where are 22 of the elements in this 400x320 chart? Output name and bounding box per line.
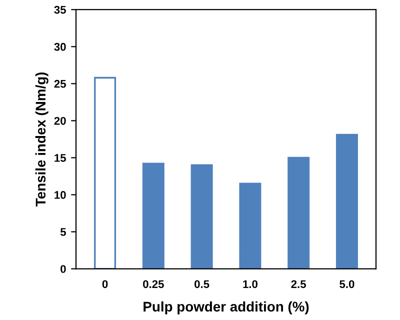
- y-tick-label: 0: [60, 265, 66, 273]
- y-tick-label: 5: [60, 228, 66, 236]
- bar: [94, 76, 116, 269]
- y-axis-title: Tensile index (Nm/g): [35, 72, 48, 206]
- x-tick-label: 0: [102, 280, 108, 288]
- x-tick-label: 2.5: [291, 280, 306, 288]
- x-tick-label: 0.25: [143, 280, 164, 288]
- x-axis-title: Pulp powder addition (%): [144, 301, 309, 314]
- x-tick-label: 1.0: [243, 280, 258, 288]
- bar: [288, 156, 310, 269]
- bar: [190, 164, 213, 269]
- bar: [142, 162, 164, 269]
- y-tick-label: 30: [54, 42, 66, 51]
- x-tick-label: 5.0: [340, 280, 354, 288]
- bar: [336, 134, 358, 269]
- y-tick-label: 10: [54, 191, 66, 199]
- y-tick-label: 35: [54, 6, 66, 14]
- bar: [239, 182, 262, 269]
- x-tick-label: 0.5: [194, 280, 210, 288]
- y-tick-label: 15: [54, 154, 66, 162]
- y-tick-label: 20: [54, 116, 66, 125]
- y-tick-label: 25: [54, 80, 66, 88]
